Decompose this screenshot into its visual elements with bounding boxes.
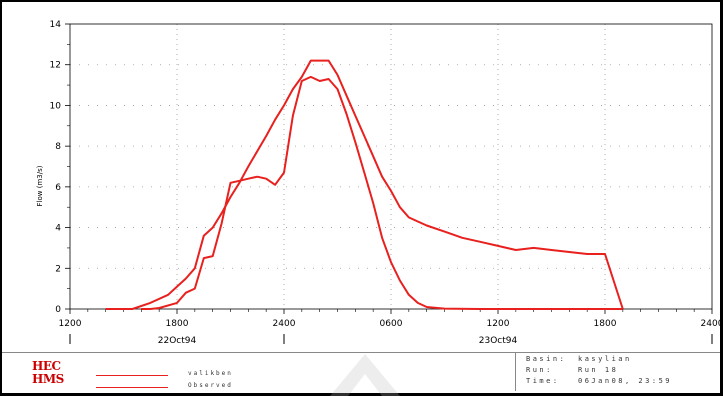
series-line-observed xyxy=(141,75,623,310)
y-tick-label: 12 xyxy=(50,61,61,71)
x-tick-label: 1200 xyxy=(487,319,510,329)
x-tick-label: 1800 xyxy=(594,319,617,329)
basin-value: kasylian xyxy=(578,355,632,363)
plot-area-border xyxy=(69,23,713,310)
grid xyxy=(70,24,712,309)
axes: 0 2 4 6 8 10 12 14 1200 1800 2400 0600 1200 1800 2400 2… xyxy=(50,20,723,346)
legend-label: Observed xyxy=(188,382,233,389)
watermark-icon xyxy=(330,354,400,396)
legend-item-valikben: valikben xyxy=(96,370,296,382)
y-tick-label: 8 xyxy=(55,142,61,152)
time-row: Time: 06Jan08, 23:59 xyxy=(526,377,672,385)
y-tick-label: 2 xyxy=(55,264,61,274)
footer-panel xyxy=(2,352,720,394)
x-tick-label: 0600 xyxy=(380,319,403,329)
time-value: 06Jan08, 23:59 xyxy=(578,377,673,385)
x-tick-label: 1800 xyxy=(166,319,189,329)
logo-line-1: HEC xyxy=(32,359,61,373)
basin-row: Basin: kasylian xyxy=(526,355,632,363)
x-tick-label: 2400 xyxy=(273,319,296,329)
x-tick-label: 1200 xyxy=(59,319,82,329)
series-line-valikben xyxy=(105,59,624,310)
logo-line-2: HMS xyxy=(32,372,64,386)
legend-line-swatch xyxy=(96,375,168,376)
run-info-box: Basin: kasylian Run: Run 18 Time: 06Jan08, … xyxy=(515,353,716,391)
legend-line-swatch xyxy=(96,387,168,388)
run-key: Run: xyxy=(526,366,553,374)
y-axis-label: Flow (m3/s) xyxy=(36,165,44,206)
time-key: Time: xyxy=(526,377,560,385)
series-lines xyxy=(105,59,624,310)
y-tick-label: 0 xyxy=(55,305,61,315)
basin-key: Basin: xyxy=(526,355,567,363)
date-label: 23Oct94 xyxy=(479,336,518,346)
y-tick-label: 4 xyxy=(55,224,61,234)
date-label: 22Oct94 xyxy=(158,336,197,346)
legend-item-observed: Observed xyxy=(96,382,296,394)
y-tick-label: 10 xyxy=(50,101,62,111)
y-tick-label: 14 xyxy=(50,20,62,30)
run-value: Run 18 xyxy=(578,366,619,374)
run-row: Run: Run 18 xyxy=(526,366,618,374)
hec-hms-logo: HEC HMS xyxy=(32,360,68,386)
x-tick-label: 2400 xyxy=(701,319,723,329)
y-tick-label: 6 xyxy=(55,183,61,193)
legend-label: valikben xyxy=(188,370,233,377)
